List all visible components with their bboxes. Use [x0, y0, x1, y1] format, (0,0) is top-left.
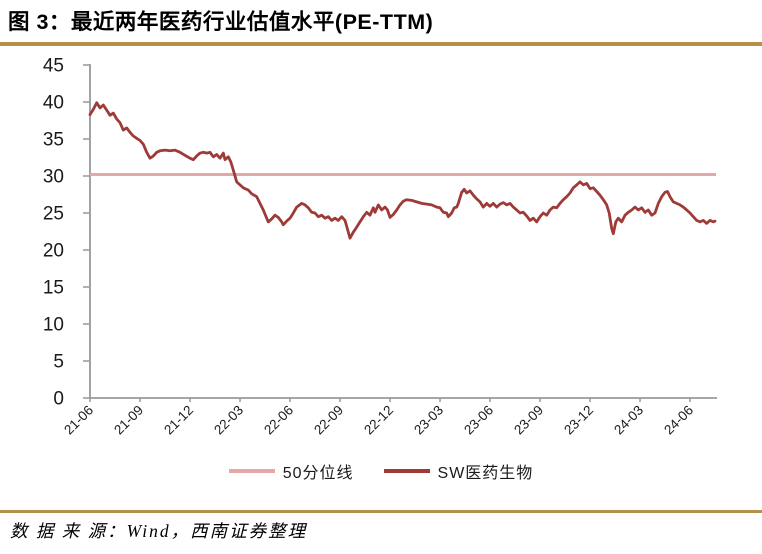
x-tick-label: 24-06 [661, 403, 696, 438]
y-tick-label: 45 [43, 56, 64, 77]
y-tick-label: 25 [43, 204, 64, 225]
y-tick-label: 20 [43, 241, 64, 262]
legend-label-median: 50分位线 [282, 465, 354, 482]
title-rule [0, 42, 762, 46]
legend-item-series: SW医药生物 [383, 459, 534, 483]
y-tick-label: 10 [43, 315, 64, 336]
x-tick-label: 22-12 [361, 403, 396, 438]
x-tick-label: 22-03 [211, 403, 246, 438]
figure-title: 图 3：最近两年医药行业估值水平(PE-TTM) [8, 10, 434, 34]
x-tick-label: 21-12 [161, 403, 196, 438]
series-line [88, 101, 717, 240]
chart-legend: 50分位线 SW医药生物 [0, 458, 762, 484]
x-tick-label: 24-03 [611, 403, 646, 438]
pe-ttm-chart: 0 5 10 15 20 25 30 35 40 45 21-06 21-09 21-12 22-03 22… [43, 56, 717, 438]
series-line-swatch [383, 469, 430, 473]
x-tick-label: 21-09 [111, 403, 146, 438]
y-tick-label: 0 [53, 389, 64, 410]
legend-label-series: SW医药生物 [437, 465, 534, 482]
median-line-swatch [228, 469, 275, 473]
x-tick-label: 22-06 [261, 403, 296, 438]
x-tick-label: 21-06 [61, 403, 96, 438]
x-tick-label: 23-03 [411, 403, 446, 438]
y-tick-label: 35 [43, 130, 64, 151]
footer-rule [0, 510, 762, 513]
y-tick-label: 30 [43, 167, 64, 188]
x-tick-label: 23-06 [461, 403, 496, 438]
x-tick-label: 22-09 [311, 403, 346, 438]
x-tick-label: 23-09 [511, 403, 546, 438]
x-tick-label: 23-12 [561, 403, 596, 438]
y-tick-label: 40 [43, 93, 64, 114]
data-source-note: 数 据 来 源：Wind，西南证券整理 [10, 521, 308, 541]
y-tick-label: 5 [53, 352, 64, 373]
legend-item-median: 50分位线 [228, 459, 354, 483]
y-tick-label: 15 [43, 278, 64, 299]
